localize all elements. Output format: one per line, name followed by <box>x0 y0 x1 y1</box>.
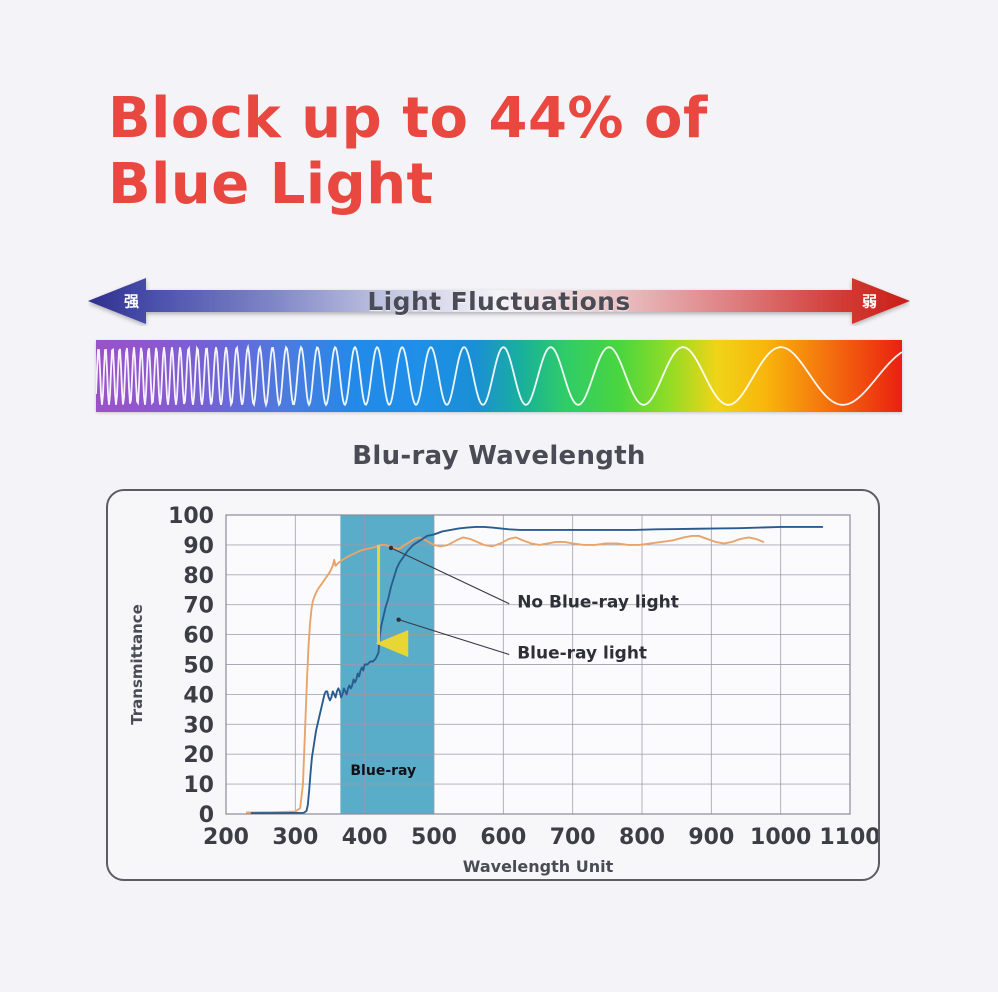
x-axis-tick-labels: 200 300 400 500 600 700 800 900 1000 1100 <box>203 825 878 850</box>
chart-series-group <box>245 526 824 815</box>
blue-ray-band-label: Blue-ray <box>350 763 416 779</box>
y-tick-label: 10 <box>183 773 214 798</box>
chart-title: Blu-ray Wavelength <box>352 441 646 471</box>
headline-line-1: Block up to 44% of <box>108 86 708 151</box>
y-tick-label: 60 <box>183 624 214 649</box>
annotation-label-1: No Blue-ray light <box>517 593 679 613</box>
x-tick-label: 700 <box>550 825 596 850</box>
page-headline: Block up to 44% of Blue Light <box>108 86 868 218</box>
x-tick-label: 800 <box>619 825 665 850</box>
y-tick-label: 90 <box>183 534 214 559</box>
y-axis-title: Transmittance <box>128 604 146 725</box>
y-tick-label: 70 <box>183 594 214 619</box>
y-tick-label: 20 <box>183 743 214 768</box>
y-tick-label: 30 <box>183 713 214 738</box>
chart-card: No Blue-ray light Blue-ray light Blue-ray… <box>106 489 880 881</box>
headline-line-2: Blue Light <box>108 152 434 218</box>
fluctuation-label: Light Fluctuations <box>367 286 631 316</box>
light-fluctuation-bar: Light Fluctuations 强 弱 <box>88 276 910 326</box>
visible-spectrum-band <box>96 340 902 412</box>
x-tick-label: 500 <box>411 825 457 850</box>
x-tick-label: 300 <box>272 825 318 850</box>
y-tick-label: 100 <box>168 504 214 529</box>
fluctuation-arrow-graphic <box>88 278 910 324</box>
annotation-label-2: Blue-ray light <box>517 644 647 664</box>
y-tick-label: 40 <box>183 683 214 708</box>
x-axis-title: Wavelength Unit <box>463 857 614 876</box>
plot-frame <box>225 514 851 815</box>
x-tick-label: 1000 <box>750 825 811 850</box>
y-tick-label: 50 <box>183 654 214 679</box>
transmittance-chart: No Blue-ray light Blue-ray light Blue-ray… <box>128 504 878 876</box>
x-tick-label: 600 <box>480 825 526 850</box>
y-tick-label: 0 <box>199 803 214 828</box>
fluctuation-strong-tip-label: 强 <box>124 292 140 311</box>
chart-gridlines <box>226 515 850 814</box>
chart-annotations: No Blue-ray light Blue-ray light <box>388 545 679 664</box>
x-tick-label: 900 <box>688 825 734 850</box>
x-tick-label: 1100 <box>819 825 878 850</box>
x-tick-label: 200 <box>203 825 249 850</box>
fluctuation-weak-tip-label: 弱 <box>861 292 877 311</box>
x-tick-label: 400 <box>342 825 388 850</box>
y-tick-label: 80 <box>183 564 214 589</box>
spectrum-graphic <box>96 340 902 412</box>
y-axis-tick-labels: 0 10 20 30 40 50 60 70 80 90 100 <box>168 504 214 828</box>
